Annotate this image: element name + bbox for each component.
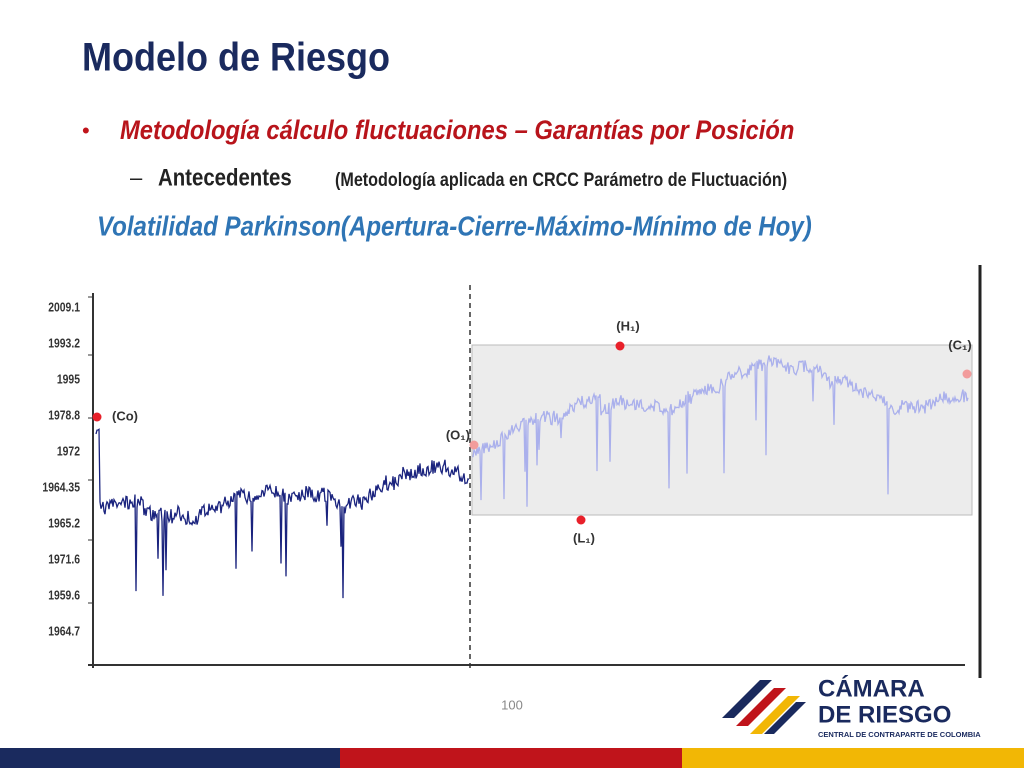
point-label: (C₁) [948,337,971,352]
heading: Volatilidad Parkinson(Apertura-Cierre-Má… [97,210,812,242]
logo-line1: CÁMARA [818,674,925,702]
logo: CÁMARA DE RIESGO CENTRAL DE CONTRAPARTE … [722,674,981,739]
axis-label: 1972 [57,444,81,458]
axis-label: 1995 [57,372,81,386]
point-label: (Co) [112,408,138,423]
axis-label: 1964.35 [42,480,80,494]
bullet-dot: • [82,118,90,143]
point-label: (O₁) [446,427,470,442]
footer-bar [0,748,340,768]
figure: 2009.1 1993.2 1995 1978.8 1972 1964.35 1965.2 1… [42,265,982,678]
sub-note: (Metodología aplicada en CRCC Parámetro … [335,169,787,191]
dash: – [130,165,143,190]
axis-label: 1978.8 [48,408,80,422]
point [615,341,625,351]
point [576,515,586,525]
point [92,412,102,422]
axis-label: 2009.1 [48,300,80,314]
point-label: (L₁) [573,530,595,545]
price-trace [95,428,470,599]
logo-line2: DE RIESGO [818,701,951,728]
axis-label: 1959.6 [48,588,80,602]
range-box [471,344,973,516]
axis-label: 1965.2 [48,516,80,530]
point [962,369,972,379]
footer-bar [682,748,1024,768]
axis-label: 1971.6 [48,552,80,566]
point-label: (H₁) [616,318,639,333]
price-trace [472,355,969,507]
footer-bar [340,748,682,768]
point [469,440,479,450]
bullet-text: Metodología cálculo fluctuaciones – Gara… [120,116,794,146]
title: Modelo de Riesgo [82,36,390,80]
sub-bold: Antecedentes [158,164,292,191]
axis-label: 1993.2 [48,336,80,350]
axis-label: 1964.7 [48,624,80,638]
page-number: 100 [501,697,523,712]
logo-tagline: CENTRAL DE CONTRAPARTE DE COLOMBIA [818,730,981,739]
